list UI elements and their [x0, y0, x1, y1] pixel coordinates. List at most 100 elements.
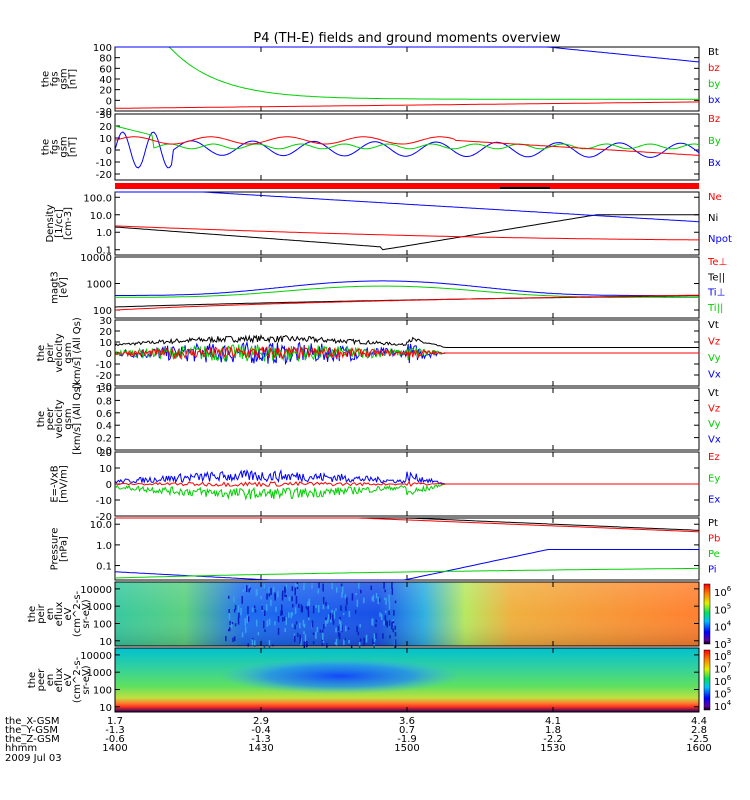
colorbar-tick-label: 104 — [714, 620, 732, 634]
heatmap-speckle — [345, 625, 347, 632]
heatmap-speckle — [306, 641, 308, 648]
heatmap-speckle — [391, 622, 393, 627]
heatmap-speckle — [336, 587, 338, 593]
heatmap-speckle — [247, 616, 250, 622]
y-axis-label: sr-eV) — [81, 599, 92, 628]
heatmap-speckle — [317, 589, 319, 594]
heatmap-speckle — [294, 582, 297, 587]
heatmap-speckle — [331, 609, 333, 613]
x-tick-label-hhmm: 1430 — [248, 743, 273, 754]
heatmap-speckle — [322, 583, 324, 592]
heatmap-speckle — [318, 604, 320, 613]
x-tick-label-y_gsm: 0.7 — [399, 725, 415, 736]
heatmap-speckle — [340, 625, 342, 632]
y-tick-label: 0 — [106, 146, 112, 157]
colorbar-tick-label: 108 — [714, 649, 731, 663]
heatmap-speckle — [383, 582, 385, 589]
legend-entry: Vy — [708, 353, 721, 364]
y-tick-label: -20 — [96, 512, 112, 523]
heatmap-speckle — [318, 582, 320, 588]
heatmap-speckle — [282, 617, 284, 622]
heatmap-speckle — [327, 605, 329, 610]
y-tick-label: 40 — [99, 75, 112, 86]
heatmap-speckle — [371, 596, 374, 601]
x-row-label: hhmm — [5, 743, 37, 754]
y-tick-label: -10 — [96, 360, 112, 371]
heatmap-speckle — [321, 629, 324, 634]
legend-entry: Vz — [708, 404, 720, 415]
heatmap-speckle — [326, 643, 328, 648]
y-tick-label: -10 — [96, 158, 112, 169]
y-axis-label: velocity — [54, 399, 65, 438]
heatmap-speckle — [288, 596, 291, 601]
heatmap-speckle — [292, 604, 294, 608]
y-tick-label: 0.4 — [96, 421, 112, 432]
legend-entry: Ex — [708, 495, 720, 506]
legend-entry: Vz — [708, 337, 720, 348]
x-tick-label-x_gsm: 4.1 — [545, 716, 561, 727]
heatmap-speckle — [284, 628, 286, 633]
heatmap-speckle — [254, 609, 257, 613]
heatmap-speckle — [299, 622, 301, 629]
legend-entry: Ey — [708, 473, 720, 484]
legend-entry: by — [708, 79, 720, 90]
x-tick-label-x_gsm: 4.4 — [691, 716, 707, 727]
heatmap-speckle — [388, 594, 390, 602]
heatmap-speckle — [340, 583, 343, 587]
heatmap-speckle — [266, 593, 268, 600]
legend-entry: Pb — [708, 534, 720, 545]
heatmap-speckle — [394, 600, 397, 604]
heatmap-speckle — [244, 584, 247, 591]
series-Pi — [114, 549, 699, 581]
heatmap-speckle — [284, 594, 286, 597]
y-axis-label: [km/s] (All Qs) — [72, 383, 83, 455]
heatmap-speckle — [356, 626, 358, 633]
legend-entry: Vx — [708, 435, 721, 446]
heatmap-speckle — [299, 634, 301, 642]
y-tick-label: 80 — [99, 54, 112, 65]
y-axis-label: [eV] — [59, 277, 70, 298]
heatmap-speckle — [312, 605, 315, 614]
legend-entry: Ne — [708, 192, 722, 203]
legend-entry: Vy — [708, 419, 721, 430]
series-Ez — [115, 480, 699, 488]
y-axis-label: [nPa] — [59, 536, 70, 562]
heatmap-speckle — [319, 629, 322, 633]
heatmap-speckle — [335, 608, 337, 611]
y-axis-label: sr-eV) — [81, 665, 92, 694]
heatmap-speckle — [375, 633, 377, 640]
colorbar-tick-label: 103 — [714, 637, 731, 651]
heatmap-speckle — [378, 598, 381, 603]
heatmap-speckle — [322, 632, 324, 640]
legend-entry: Bt — [708, 47, 719, 58]
heatmap-speckle — [312, 641, 315, 645]
status-bar-mark — [500, 187, 550, 189]
heatmap-speckle — [328, 614, 330, 620]
x-row-label: the_Z-GSM — [5, 734, 60, 745]
heatmap-speckle — [358, 642, 361, 649]
heatmap-speckle — [291, 612, 294, 616]
heatmap-speckle — [302, 619, 305, 626]
y-tick-label: 0.0 — [96, 446, 112, 457]
legend-entry: Vt — [708, 320, 719, 331]
heatmap-speckle — [365, 634, 368, 643]
heatmap-speckle — [326, 620, 328, 624]
series-By — [114, 125, 700, 150]
heatmap-speckle — [285, 595, 287, 598]
colorbar-tick-label: 105 — [714, 603, 731, 617]
x-tick-label-hhmm: 1600 — [686, 743, 711, 754]
heatmap-speckle — [241, 596, 243, 604]
heatmap-speckle — [260, 596, 262, 600]
heatmap-speckle — [391, 625, 393, 630]
colorbar-tick-label: 106 — [714, 674, 732, 688]
y-tick-label: 0.1 — [96, 562, 112, 573]
series-Vz — [114, 345, 699, 360]
heatmap-speckle — [384, 615, 387, 622]
y-tick-label: 10000 — [80, 651, 112, 662]
heatmap-speckle — [234, 605, 237, 610]
y-tick-label: 0 — [106, 480, 112, 491]
heatmap-speckle — [321, 639, 324, 646]
series-Npot — [115, 191, 700, 223]
figure-title: P4 (TH-E) fields and ground moments over… — [253, 31, 561, 46]
